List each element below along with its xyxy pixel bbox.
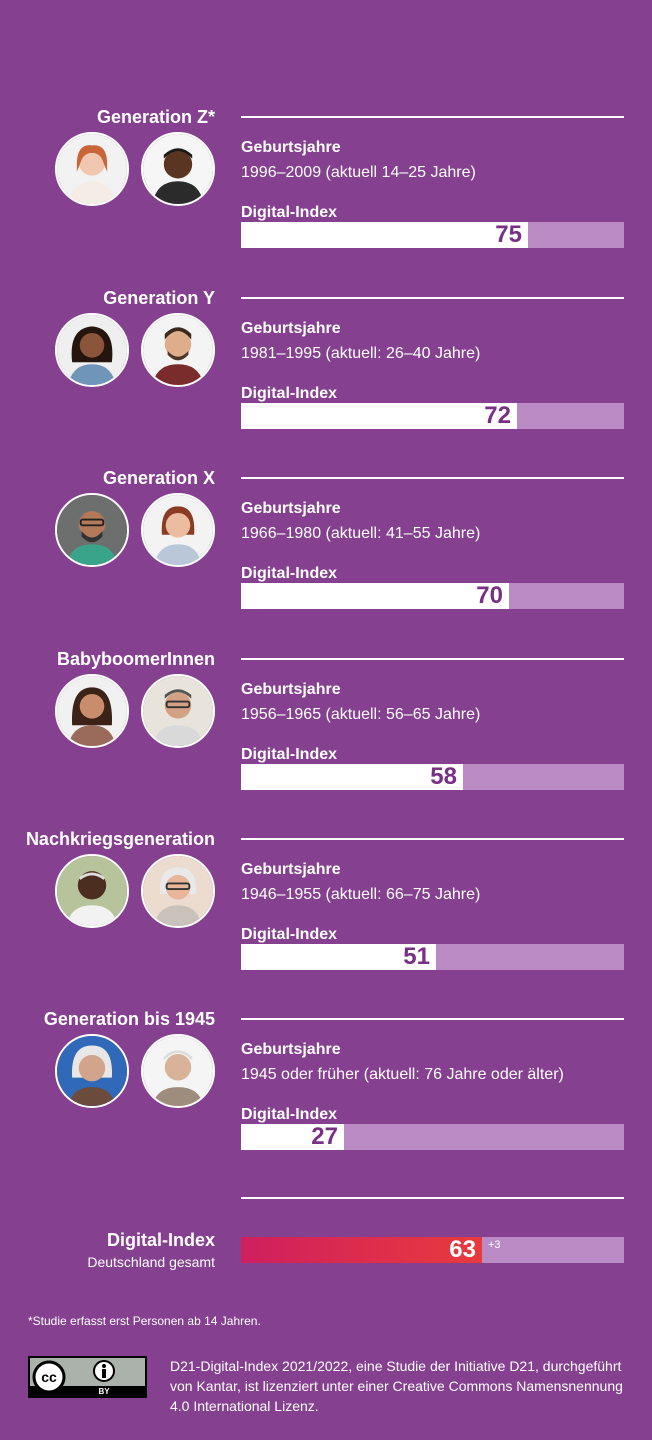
birth-years-label: Geburtsjahre (241, 681, 341, 698)
divider (241, 297, 624, 299)
total-value: 63 (449, 1236, 476, 1263)
divider (241, 1197, 624, 1199)
bar-value: 75 (495, 221, 522, 248)
birth-years-label: Geburtsjahre (241, 500, 341, 517)
divider (241, 658, 624, 660)
bar-value: 72 (484, 402, 511, 429)
birth-years-value: 1996–2009 (aktuell 14–25 Jahre) (241, 164, 476, 181)
avatar (55, 854, 129, 928)
digital-index-label: Digital-Index (241, 565, 338, 582)
birth-years-label: Geburtsjahre (241, 1041, 341, 1058)
avatar (141, 854, 215, 928)
bar-track: 51 (241, 944, 624, 970)
birth-years-label: Geburtsjahre (241, 861, 341, 878)
avatar (141, 132, 215, 206)
bar: 58 (241, 764, 463, 790)
total-bar: 63 (241, 1237, 482, 1263)
avatar (141, 493, 215, 567)
generation-block: Generation Z* Geburtsjahre 1996–2009 (ak… (0, 106, 652, 276)
license-text: D21-Digital-Index 2021/2022, eine Studie… (170, 1358, 623, 1414)
avatar (55, 493, 129, 567)
birth-years-label: Geburtsjahre (241, 139, 341, 156)
svg-text:cc: cc (41, 1369, 57, 1385)
avatar (141, 313, 215, 387)
divider (241, 116, 624, 118)
generation-block: Nachkriegsgeneration Geburtsjahre 1946–1… (0, 828, 652, 998)
generation-block: Generation X Geburtsjahre 1966–1980 (akt… (0, 467, 652, 637)
bar: 27 (241, 1124, 344, 1150)
bar: 75 (241, 222, 528, 248)
bar-track: 75 (241, 222, 624, 248)
footnote: *Studie erfasst erst Personen ab 14 Jahr… (28, 1314, 261, 1328)
bar: 70 (241, 583, 509, 609)
digital-index-label: Digital-Index (241, 1106, 338, 1123)
birth-years-value: 1946–1955 (aktuell: 66–75 Jahre) (241, 886, 481, 903)
divider (241, 1018, 624, 1020)
avatar (55, 313, 129, 387)
divider (241, 838, 624, 840)
birth-years-label: Geburtsjahre (241, 320, 341, 337)
avatar (55, 674, 129, 748)
bar-value: 51 (403, 943, 430, 970)
avatar (55, 132, 129, 206)
total-title: Digital-Index (106, 1230, 215, 1250)
divider (241, 477, 624, 479)
avatar (55, 1034, 129, 1108)
bar-value: 27 (311, 1123, 338, 1150)
avatar (141, 674, 215, 748)
bar-value: 58 (430, 763, 457, 790)
generation-title: Generation bis 1945 (43, 1009, 215, 1029)
cc-by-license-badge[interactable]: cc BY (28, 1356, 147, 1398)
bar: 51 (241, 944, 436, 970)
generation-block: Generation Y Geburtsjahre 1981–1995 (akt… (0, 287, 652, 457)
birth-years-value: 1956–1965 (aktuell: 56–65 Jahre) (241, 706, 481, 723)
digital-index-label: Digital-Index (241, 926, 338, 943)
generation-title: BabyboomerInnen (56, 649, 215, 669)
cc-badge-text: BY (98, 1387, 110, 1396)
generation-block: BabyboomerInnen Geburtsjahre 1956–1965 (… (0, 648, 652, 818)
generation-title: Nachkriegsgeneration (25, 829, 215, 849)
digital-index-label: Digital-Index (241, 385, 338, 402)
birth-years-value: 1966–1980 (aktuell: 41–55 Jahre) (241, 525, 481, 542)
total-subtitle: Deutschland gesamt (87, 1254, 215, 1270)
birth-years-value: 1945 oder früher (aktuell: 76 Jahre oder… (241, 1066, 564, 1083)
bar-track: 58 (241, 764, 624, 790)
bar-track: 70 (241, 583, 624, 609)
generation-title: Generation Y (103, 288, 215, 308)
digital-index-label: Digital-Index (241, 204, 338, 221)
bar-value: 70 (476, 582, 503, 609)
birth-years-value: 1981–1995 (aktuell: 26–40 Jahre) (241, 345, 481, 362)
generation-title: Generation X (102, 468, 215, 488)
bar-track: 72 (241, 403, 624, 429)
bar: 72 (241, 403, 517, 429)
generation-block: Generation bis 1945 Geburtsjahre 1945 od… (0, 1008, 652, 1178)
bar-track: 27 (241, 1124, 624, 1150)
generation-title: Generation Z* (96, 107, 215, 127)
total-delta: +3 (488, 1239, 501, 1251)
avatar (141, 1034, 215, 1108)
total-bar-track: 63 +3 (241, 1237, 624, 1263)
digital-index-label: Digital-Index (241, 746, 338, 763)
